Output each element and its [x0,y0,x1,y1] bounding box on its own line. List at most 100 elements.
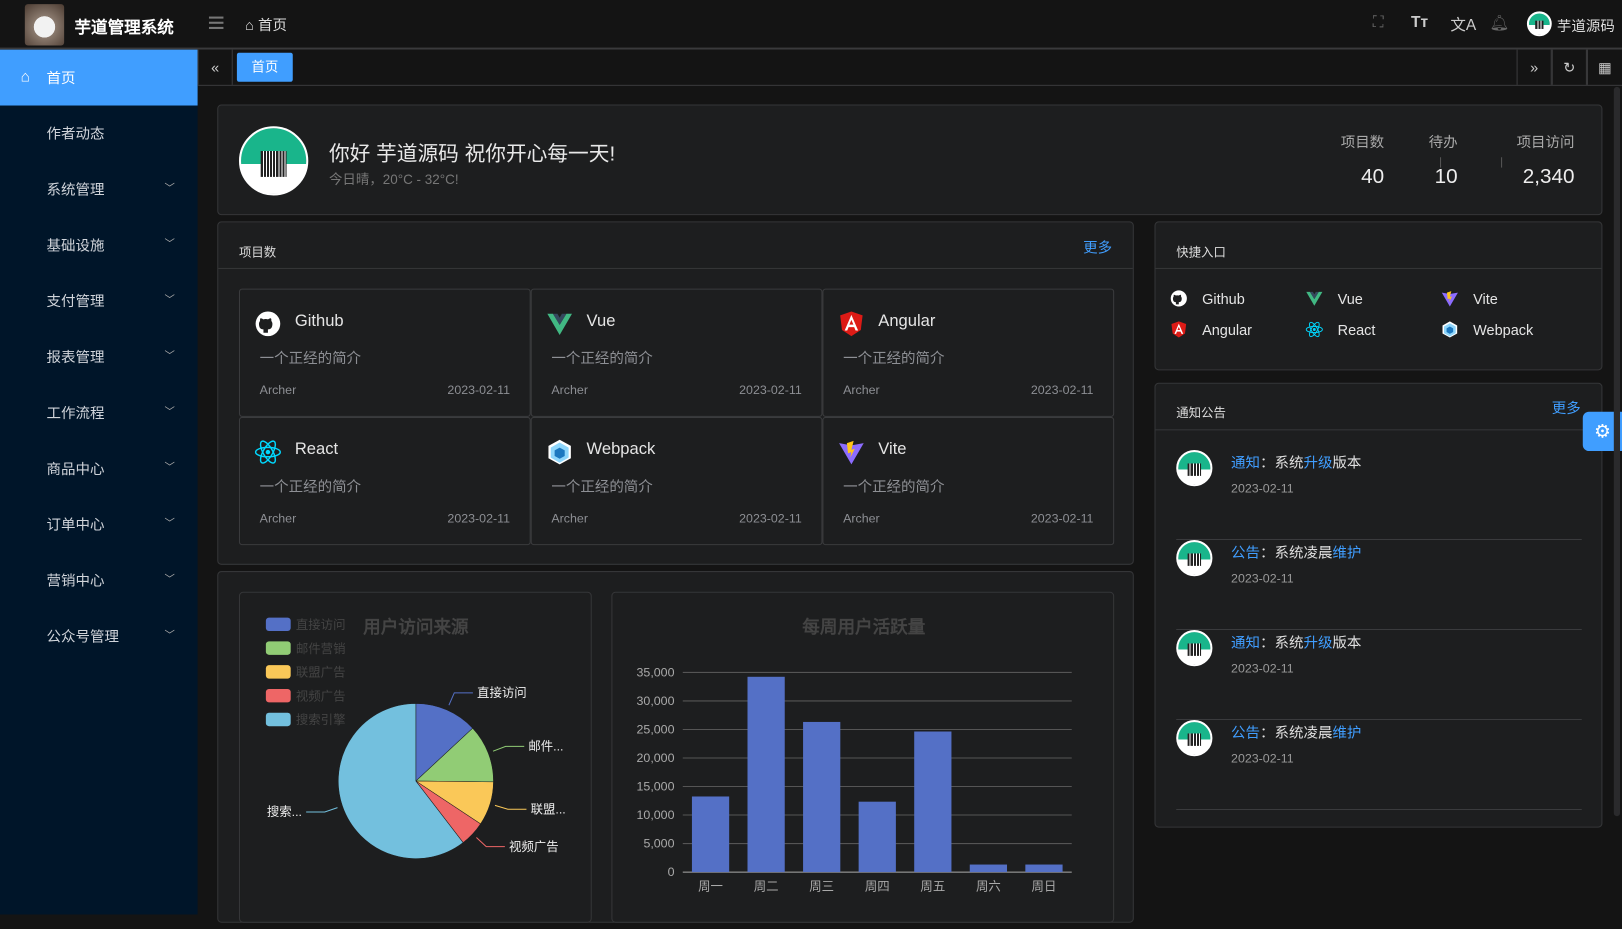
refresh-icon[interactable]: ↻ [1551,49,1587,85]
shortcut-react[interactable]: React [1305,320,1430,343]
project-card[interactable]: Github 一个正经的简介 Archer 2023-02-11 [238,288,531,417]
notice-post: 版本 [1332,454,1362,471]
notice-pre: 系统 [1274,454,1304,471]
notice-item[interactable]: 公告：系统凌晨维护 2023-02-11 [1176,540,1582,631]
bar[interactable] [858,801,896,873]
sidebar-item[interactable]: 系统管理 ﹀ [0,161,198,217]
font-size-icon[interactable]: Tт [1411,13,1429,32]
bar[interactable] [747,676,785,873]
project-card[interactable]: Vue 一个正经的简介 Archer 2023-02-11 [530,288,823,417]
legend-label[interactable]: 联盟广告 [296,666,346,680]
greeting: 你好 芋道源码 祝你开心每一天! [328,142,616,166]
notice-hl: 维护 [1332,544,1362,561]
shortcut-vue[interactable]: Vue [1306,289,1430,312]
breadcrumb[interactable]: ⌂ 首页 [245,14,287,35]
chevron-down-icon: ﹀ [164,238,175,251]
collapse-menu-icon[interactable] [208,16,224,29]
legend-swatch[interactable] [265,688,291,703]
stat-label: 项目访问 [1516,133,1575,151]
shortcuts-card: 快捷入口 Github Vue Vite Angular React Webpack [1154,221,1603,371]
welcome-card: 你好 芋道源码 祝你开心每一天! 今日晴，20°C - 32°C! 项目数 40 待… [217,104,1603,216]
sidebar-item[interactable]: 工作流程 ﹀ [0,385,198,441]
project-desc: 一个正经的简介 [551,349,653,367]
notice-pre: 系统凌晨 [1274,544,1333,561]
scrollbar[interactable] [1613,86,1621,817]
react-icon [1305,321,1325,340]
notices-title: 通知公告 [1176,405,1226,421]
sidebar-item[interactable]: 支付管理 ﹀ [0,273,198,329]
legend-label[interactable]: 邮件营销 [296,642,346,656]
shortcut-webpack[interactable]: Webpack [1441,320,1565,343]
bar[interactable] [1025,864,1063,873]
pie-title: 用户访问来源 [363,617,469,637]
sidebar-item[interactable]: 订单中心 ﹀ [0,497,198,553]
project-name: Github [294,312,344,331]
legend-swatch[interactable] [265,641,291,655]
notice-date: 2023-02-11 [1231,571,1294,586]
legend-label[interactable]: 视频广告 [296,688,346,703]
scroll-left-icon[interactable]: « [197,49,233,85]
project-card[interactable]: React 一个正经的简介 Archer 2023-02-11 [238,416,531,546]
sidebar-item[interactable]: 基础设施 ﹀ [0,217,198,273]
label-line [494,804,527,810]
stat-value: 40 [1361,165,1385,189]
bar[interactable] [691,796,730,873]
sidebar-item-label: 营销中心 [46,572,105,589]
notice-text: 通知：系统升级版本 [1231,452,1361,473]
project-name: Webpack [586,440,656,459]
shortcut-vite[interactable]: Vite [1441,289,1565,312]
legend-swatch[interactable] [265,712,291,727]
charts-card: 用户访问来源 直接访问 邮件营销 联盟广告 视频广告 搜索引擎 直接访问 邮件... 联盟...… [217,571,1134,923]
legend-swatch[interactable] [265,665,291,679]
legend-swatch[interactable] [265,617,291,632]
projects-more-link[interactable]: 更多 [1083,238,1113,256]
legend-label[interactable]: 直接访问 [296,617,346,632]
notices-more-link[interactable]: 更多 [1551,399,1581,416]
bar[interactable] [803,721,841,873]
project-card[interactable]: Angular 一个正经的简介 Archer 2023-02-11 [822,288,1115,417]
notice-hl: 升级 [1303,634,1333,651]
notice-text: 公告：系统凌晨维护 [1231,542,1361,563]
sidebar-item[interactable]: 营销中心 ﹀ [0,552,198,608]
fullscreen-icon[interactable]: ⛶ [1372,13,1384,32]
project-date: 2023-02-11 [739,382,802,398]
project-card[interactable]: Webpack 一个正经的简介 Archer 2023-02-11 [530,416,823,546]
bell-icon[interactable]: 🔔︎ [1489,14,1510,33]
pie-slice[interactable] [338,703,464,859]
angular-icon [838,310,865,337]
grid-menu-icon[interactable]: ▦ [1586,49,1622,85]
translate-icon[interactable]: 文A [1450,16,1477,35]
sidebar-item[interactable]: 作者动态 [0,106,198,162]
project-card[interactable]: Vite 一个正经的简介 Archer 2023-02-11 [822,416,1115,546]
stat-value: 10 [1434,165,1458,189]
bar[interactable] [914,731,952,873]
notice-avatar [1176,540,1213,577]
shortcut-github[interactable]: Github [1170,289,1294,312]
y-tick-label: 35,000 [637,666,675,680]
pie-slice[interactable] [415,703,474,782]
shortcut-angular[interactable]: Angular [1170,320,1294,343]
notice-type: 公告 [1231,724,1261,741]
scroll-right-icon[interactable]: » [1516,49,1552,85]
notice-item[interactable]: 通知：系统升级版本 2023-02-11 [1176,450,1582,541]
notice-post: 版本 [1332,634,1362,651]
notice-date: 2023-02-11 [1231,751,1294,766]
react-icon [254,439,281,466]
bar[interactable] [969,864,1008,873]
sidebar-item[interactable]: ⌂ 首页 [0,49,198,106]
user-name[interactable]: 芋道源码 [1556,17,1615,35]
user-avatar[interactable] [1526,11,1552,37]
label-line [306,807,338,813]
x-tick-label: 周三 [809,880,834,894]
sidebar-item-label: 首页 [46,69,76,86]
sidebar-item[interactable]: 公众号管理 ﹀ [0,608,198,664]
tab-home[interactable]: 首页 [236,52,293,82]
notice-item[interactable]: 公告：系统凌晨维护 2023-02-11 [1176,720,1582,811]
pie-slice[interactable] [415,727,494,783]
sidebar-item[interactable]: 商品中心 ﹀ [0,441,198,497]
sidebar-item[interactable]: 报表管理 ﹀ [0,329,198,385]
legend-label[interactable]: 搜索引擎 [296,712,346,727]
notice-item[interactable]: 通知：系统升级版本 2023-02-11 [1176,630,1582,721]
shortcut-label: Angular [1202,321,1253,339]
notice-hl: 升级 [1303,454,1333,471]
